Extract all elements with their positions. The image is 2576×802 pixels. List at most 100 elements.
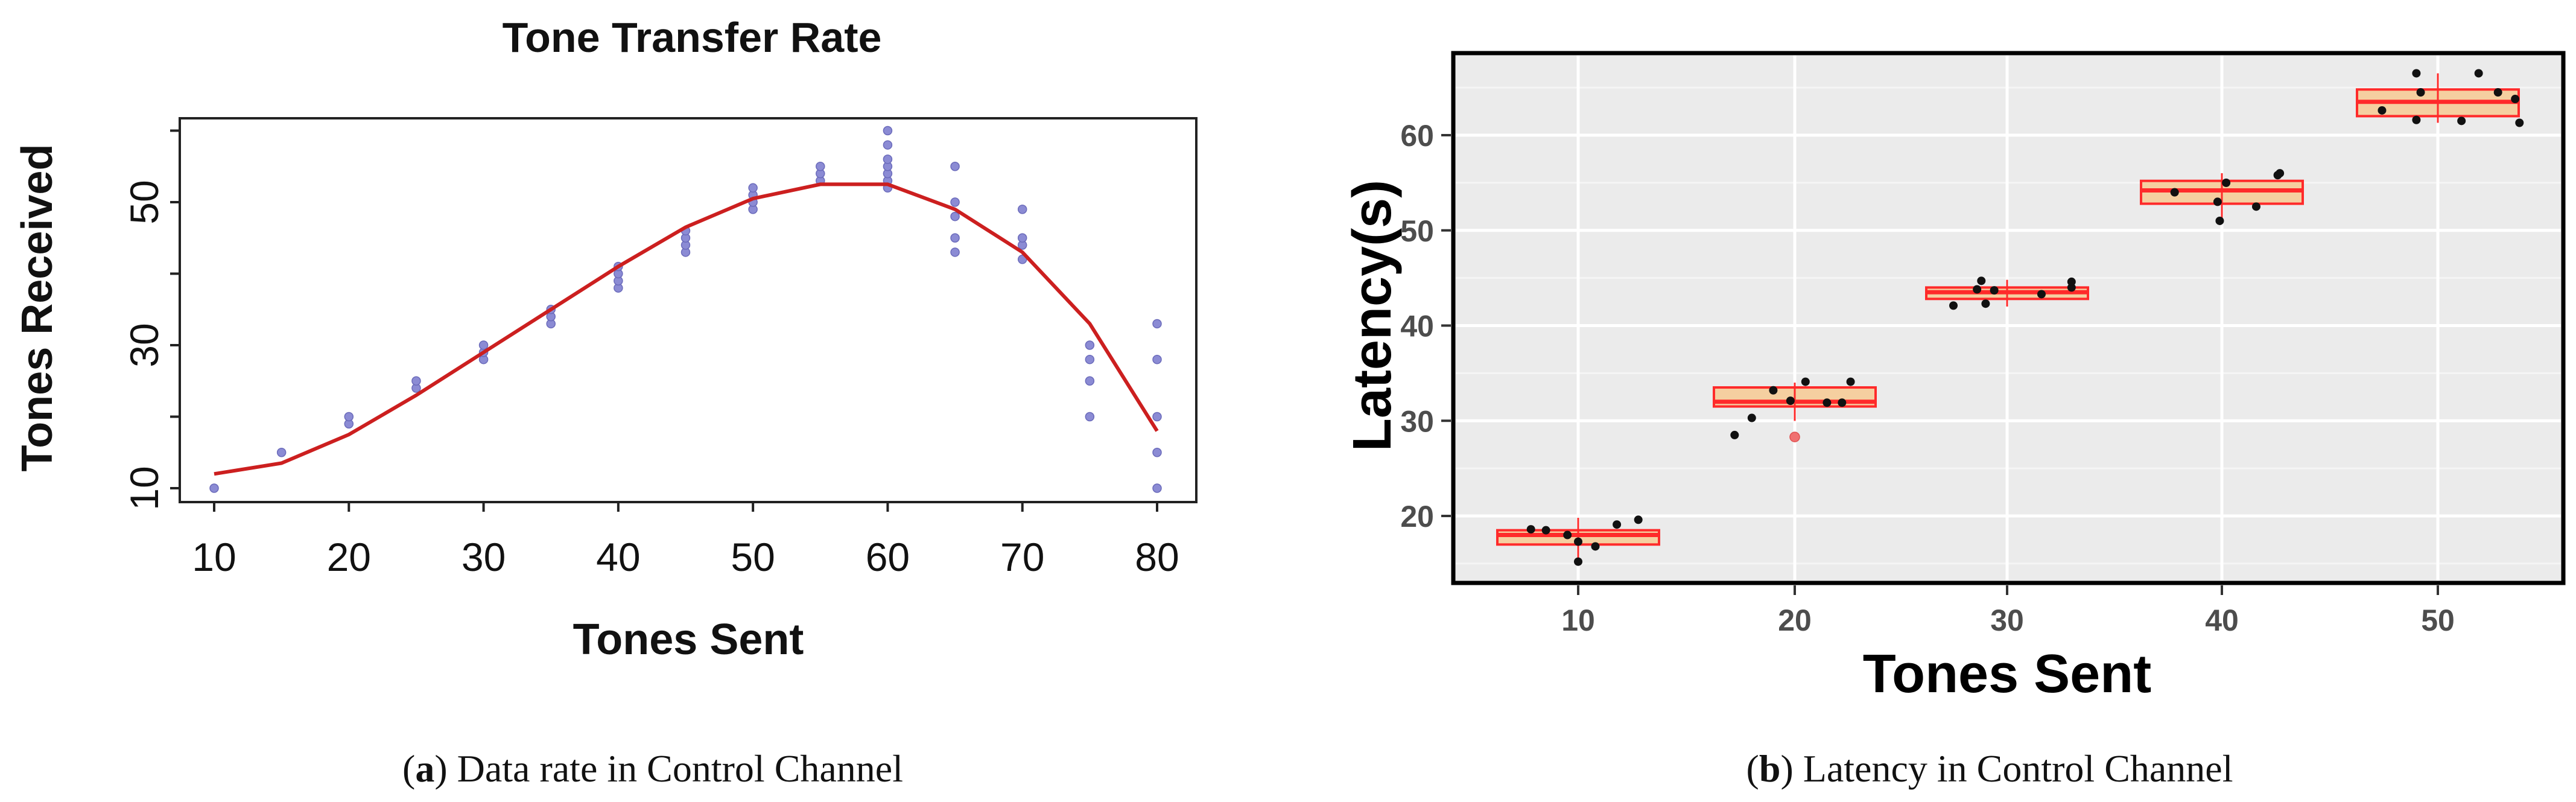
- chart-b-x-axis: 10 20 30 40 50: [1561, 585, 2455, 637]
- chart-a-x-title: Tones Sent: [573, 616, 804, 664]
- jitter-point: [1747, 413, 1756, 422]
- jitter-point: [1574, 537, 1582, 546]
- scatter-point: [1017, 255, 1027, 264]
- jitter-point: [2215, 216, 2224, 225]
- caption-a: (a) Data rate in Control Channel: [402, 747, 903, 790]
- chart-a-y-title: Tones Received: [13, 144, 62, 472]
- jitter-point: [1541, 526, 1550, 535]
- jitter-point: [1563, 530, 1572, 539]
- chart-b-x-title: Tones Sent: [1863, 644, 2151, 704]
- x-tick-label: 70: [1000, 535, 1044, 579]
- x-tick-label: 30: [1990, 603, 2024, 637]
- scatter-point: [950, 197, 960, 207]
- jitter-point: [2170, 188, 2179, 197]
- box-outlier: [1789, 431, 1800, 442]
- x-tick-label: 20: [327, 535, 371, 579]
- scatter-point: [1152, 412, 1162, 422]
- x-tick-label: 30: [462, 535, 506, 579]
- x-tick-label: 40: [2205, 603, 2239, 637]
- x-tick-label: 10: [1561, 603, 1595, 637]
- chart-a-y-axis: 10 30 50: [122, 129, 180, 511]
- jitter-point: [2412, 115, 2421, 124]
- caption-b-label: b: [1759, 747, 1781, 790]
- scatter-point: [1152, 448, 1162, 457]
- jitter-point: [1977, 276, 1986, 285]
- chart-b-grid: [1456, 56, 2561, 581]
- y-tick-label: 50: [1400, 214, 1434, 248]
- scatter-point: [950, 162, 960, 171]
- x-tick-label: 50: [731, 535, 775, 579]
- scatter-point: [950, 247, 960, 257]
- x-tick-label: 20: [1778, 603, 1812, 637]
- scatter-point: [1017, 233, 1027, 243]
- scatter-point: [1017, 205, 1027, 214]
- scatter-point: [478, 340, 489, 350]
- chart-b-boxes: [1496, 73, 2520, 564]
- scatter-point: [816, 162, 825, 171]
- jitter-point: [2213, 197, 2222, 206]
- jitter-point: [1990, 286, 1999, 295]
- jitter-point: [1846, 377, 1855, 386]
- scatter-point: [883, 126, 893, 136]
- y-tick-label: 10: [122, 466, 167, 510]
- chart-a: Tone Transfer Rate 10 20 30 40 50 60 70 80 10 30…: [13, 14, 1198, 664]
- x-tick-label: 80: [1135, 535, 1179, 579]
- jitter-point: [1823, 398, 1832, 407]
- scatter-point: [748, 183, 758, 193]
- jitter-point: [1730, 430, 1739, 439]
- jitter-point: [2037, 290, 2046, 299]
- y-tick-label: 40: [1400, 310, 1434, 343]
- chart-a-plot-frame: [179, 117, 1198, 503]
- jitter-point: [1526, 525, 1535, 534]
- scatter-point: [1152, 354, 1162, 364]
- x-tick-label: 50: [2421, 603, 2455, 637]
- jitter-point: [2493, 88, 2502, 97]
- y-tick-label: 60: [1400, 119, 1434, 153]
- jitter-point: [1973, 285, 1982, 294]
- y-tick-label: 30: [1400, 404, 1434, 438]
- caption-b: (b) Latency in Control Channel: [1746, 747, 2233, 790]
- jitter-point: [2251, 202, 2260, 211]
- scatter-point: [883, 154, 893, 164]
- chart-b-y-axis: 20 30 40 50 60: [1400, 119, 1451, 533]
- scatter-point: [411, 376, 421, 386]
- jitter-point: [1949, 301, 1958, 310]
- scatter-point: [1085, 340, 1095, 350]
- jitter-point: [2412, 69, 2421, 78]
- chart-b-y-title: Latency(s): [1342, 180, 1403, 451]
- x-tick-label: 10: [192, 535, 236, 579]
- jitter-point: [1838, 398, 1847, 407]
- x-tick-label: 60: [866, 535, 910, 579]
- scatter-point: [883, 140, 893, 150]
- jitter-point: [1769, 386, 1778, 395]
- x-tick-label: 40: [596, 535, 640, 579]
- scatter-point: [1085, 376, 1095, 386]
- jitter-point: [2276, 169, 2285, 178]
- chart-a-title: Tone Transfer Rate: [503, 14, 882, 61]
- jitter-point: [1786, 396, 1795, 406]
- caption-a-label: a: [415, 747, 434, 790]
- chart-a-fit-line: [214, 182, 1159, 476]
- y-tick-label: 50: [122, 180, 167, 224]
- caption-b-text: ) Latency in Control Channel: [1780, 747, 2233, 790]
- scatter-point: [1152, 319, 1162, 329]
- chart-b-points: [1526, 69, 2524, 566]
- chart-a-points: [209, 126, 1162, 493]
- jitter-point: [2067, 277, 2076, 286]
- y-tick-label: 30: [122, 323, 167, 367]
- jitter-point: [1801, 377, 1810, 386]
- scatter-point: [1152, 483, 1162, 493]
- scatter-point: [950, 233, 960, 243]
- jitter-point: [2457, 116, 2466, 126]
- jitter-point: [1574, 557, 1582, 566]
- scatter-point: [1085, 354, 1095, 364]
- scatter-point: [344, 412, 354, 422]
- chart-b: 10 20 30 40 50 20 30 40 50 60 Tones Sent Latency…: [1342, 51, 2566, 704]
- jitter-point: [2511, 95, 2520, 104]
- jitter-point: [2222, 178, 2231, 187]
- jitter-point: [1591, 542, 1600, 551]
- y-tick-label: 20: [1400, 500, 1434, 533]
- jitter-point: [2515, 118, 2524, 127]
- scatter-point: [276, 448, 287, 457]
